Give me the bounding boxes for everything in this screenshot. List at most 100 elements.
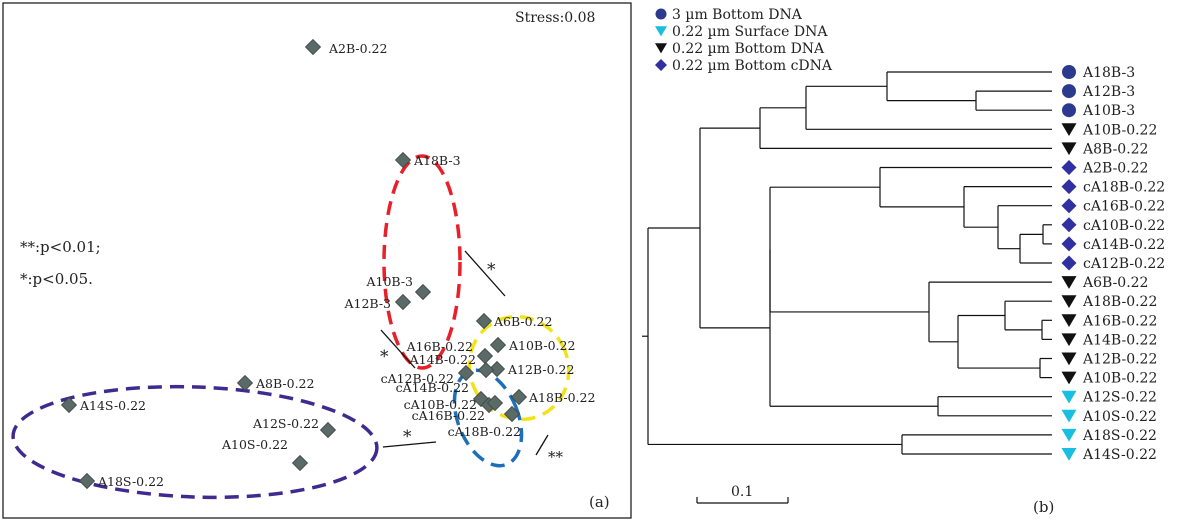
sample-point-marker (476, 347, 494, 365)
sample-point-marker (78, 472, 96, 490)
group-ellipse-purple (11, 384, 379, 500)
leaf-symbol (1061, 295, 1077, 308)
sample-point-label: A14B-0.22 (409, 352, 476, 367)
leaf-label: A8B-0.22 (1082, 141, 1148, 157)
leaf-label: A14S-0.22 (1082, 447, 1157, 463)
leaf-label: A10B-3 (1082, 103, 1135, 119)
leaf-label: A16B-0.22 (1082, 313, 1157, 329)
scale-bar-label: 0.1 (731, 484, 753, 500)
sample-point-label: A14S-0.22 (79, 398, 146, 413)
leaf-symbol (1061, 255, 1077, 271)
sample-point-label: cA12B-0.22 (381, 371, 454, 386)
group-ellipses (11, 154, 571, 500)
sample-point-label: A12B-3 (343, 296, 391, 311)
leaf-label: A10B-0.22 (1082, 122, 1157, 138)
legend-symbol (655, 59, 667, 71)
significance-connectors: * * * ** (380, 250, 564, 466)
leaf-symbol (1061, 371, 1077, 385)
sample-point-label: A6B-0.22 (493, 314, 552, 329)
sample-point-label: A18B-0.22 (528, 390, 595, 405)
leaf-label: cA12B-0.22 (1083, 256, 1165, 272)
leaf-label: A18B-0.22 (1082, 294, 1157, 310)
sample-point-marker (236, 374, 254, 392)
sample-point-marker (457, 364, 475, 382)
leaf-symbol (1062, 103, 1076, 118)
sample-point-marker (291, 454, 309, 472)
sample-point-label: A10S-0.22 (221, 437, 288, 452)
leaf-label: A2B-0.22 (1082, 161, 1148, 177)
leaf-symbol (1061, 333, 1077, 347)
legend-label: 0.22 µm Bottom cDNA (672, 58, 833, 74)
leaf-symbol (1061, 448, 1077, 461)
leaf-label: A12B-0.22 (1082, 352, 1157, 368)
sample-point-marker (486, 394, 504, 412)
leaf-symbol (1061, 198, 1077, 214)
sample-point-label: A12B-0.22 (507, 362, 574, 377)
sample-point-marker (394, 293, 412, 311)
sample-point-marker (510, 388, 528, 406)
leaf-symbol (1061, 409, 1077, 423)
stress-label: Stress:0.08 (515, 10, 595, 26)
significance-marker: ** (548, 448, 564, 466)
legend-label: 0.22 µm Surface DNA (672, 24, 828, 40)
leaf-label: A14B-0.22 (1082, 332, 1157, 348)
leaf-symbol (1061, 276, 1077, 289)
nmds-plot-frame (2, 2, 632, 519)
leaf-symbol (1062, 84, 1076, 99)
sample-point-marker (477, 361, 495, 379)
leaf-label: A10B-0.22 (1082, 371, 1157, 387)
dendrogram-tree (642, 71, 1052, 455)
significance-marker: * (380, 347, 389, 367)
sample-point-marker (60, 396, 78, 414)
sample-point-label: A10B-0.22 (508, 338, 575, 353)
leaf-symbol (1061, 142, 1077, 156)
leaf-symbol (1061, 428, 1077, 442)
sample-point-marker (319, 421, 337, 439)
sample-point-label: cA10B-0.22 (404, 397, 477, 412)
significance-note-p001: **:p<0.01; (20, 238, 101, 256)
sample-point-label: A18B-3 (413, 153, 461, 168)
dendrogram-leaves: A18B-3 A12B-3 A10B-3 A10B-0.22 A8B-0.22 A2B-0… (1061, 65, 1165, 463)
leaf-symbol (1061, 352, 1077, 366)
leaf-label: A12B-3 (1082, 84, 1135, 100)
sample-point-label: A16B-0.22 (406, 339, 473, 354)
leaf-label: A10S-0.22 (1082, 409, 1157, 425)
sample-point-marker (503, 405, 521, 423)
panel-b-label: (b) (1033, 498, 1054, 516)
leaf-label: A6B-0.22 (1082, 275, 1148, 291)
sample-point-label: A8B-0.22 (255, 376, 314, 391)
significance-note-p005: *:p<0.05. (20, 270, 93, 288)
sample-point-marker (475, 312, 493, 330)
leaf-label: A12S-0.22 (1082, 390, 1157, 406)
sample-point-marker (414, 283, 432, 301)
sample-point-marker (394, 151, 412, 169)
sample-point-label: A10B-3 (365, 274, 413, 289)
legend-symbol (655, 43, 667, 54)
significance-marker: * (487, 260, 496, 280)
leaf-symbol (1061, 236, 1077, 252)
connector-line (535, 434, 549, 456)
sample-point-label: A12S-0.22 (252, 416, 319, 431)
sample-point-marker (304, 38, 322, 56)
leaf-label: cA10B-0.22 (1083, 218, 1165, 234)
connector-line (382, 441, 437, 448)
leaf-label: cA16B-0.22 (1083, 199, 1165, 215)
sample-point-label: cA18B-0.22 (448, 424, 521, 439)
leaf-symbol (1061, 390, 1077, 404)
sample-point-label: A18S-0.22 (97, 474, 164, 489)
leaf-symbol (1061, 123, 1077, 137)
sample-point-label: A2B-0.22 (328, 41, 387, 56)
leaf-label: cA18B-0.22 (1083, 180, 1165, 196)
leaf-label: A18B-3 (1082, 65, 1135, 81)
leaf-label: cA14B-0.22 (1083, 237, 1165, 253)
legend-label: 0.22 µm Bottom DNA (672, 41, 825, 57)
legend-label: 3 µm Bottom DNA (672, 7, 803, 23)
group-ellipse-red (382, 154, 462, 370)
connector-line (380, 329, 416, 369)
leaf-symbol (1061, 217, 1077, 233)
connector-line (464, 250, 506, 297)
panel-a-label: (a) (589, 493, 610, 511)
sample-point-label: cA14B-0.22 (396, 380, 469, 395)
